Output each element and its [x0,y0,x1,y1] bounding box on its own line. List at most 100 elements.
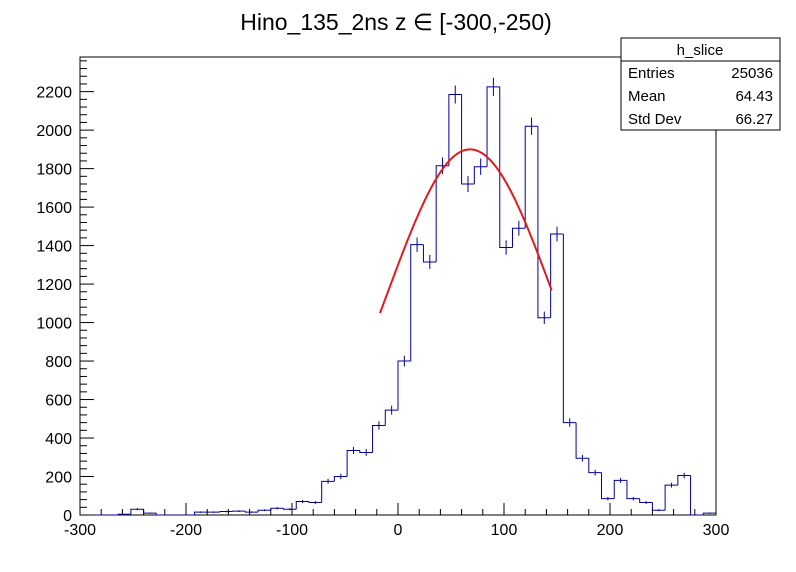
y-tick-label: 400 [45,431,72,448]
histogram-bin [473,158,488,185]
y-tick-label: 200 [45,470,72,487]
bin-outline [435,165,449,262]
histogram-bin [690,475,704,516]
histogram-bin [117,513,131,515]
bin-outline [333,476,348,482]
histogram-bin [664,482,678,511]
stats-entries-value: 25036 [731,65,773,82]
histogram-bin [130,508,144,515]
histogram-bin [270,507,284,511]
histogram-bin [359,448,373,456]
histogram-bin [651,502,666,512]
histogram-bin [422,244,437,269]
bin-outline [372,425,386,453]
bin-outline [295,501,309,510]
histogram-bin [601,472,615,501]
x-tick-label: 300 [703,522,730,539]
bin-outline [193,511,208,515]
bin-outline [448,94,462,166]
y-tick-label: 1800 [36,162,72,179]
histogram-bin [550,226,564,318]
histogram-bin [613,477,627,499]
y-tick-label: 1200 [36,277,72,294]
histogram-bin [384,405,398,426]
bin-outline [308,501,322,503]
histogram-bin [461,94,475,192]
fit-curve-group [379,148,553,314]
bin-outline [702,512,716,515]
y-tick-label: 600 [45,393,72,410]
bin-outline [397,360,411,411]
bin-outline [690,475,704,516]
histogram-bin [333,473,348,482]
x-tick-label: 0 [394,522,403,539]
stats-box: h_slice Entries 25036 Mean 64.43 Std Dev… [620,37,781,131]
histogram-bin [410,237,424,362]
histogram-bin [639,498,653,505]
bin-outline [524,125,538,229]
histogram-bin [372,421,386,453]
bin-outline [562,234,577,424]
histogram-bin [257,509,271,513]
histogram-bin [448,85,462,166]
x-tick-label: 100 [491,522,518,539]
histogram-bin [308,500,322,505]
histogram-bin [283,508,297,511]
y-tick-label: 1000 [36,316,72,333]
bin-outline [537,126,551,319]
bin-outline [550,233,564,318]
bin-outline [410,244,424,362]
histogram-bin [562,234,577,427]
x-axis: -300 -200 -100 0 100 200 300 [64,503,729,539]
bin-outline [613,479,627,499]
bin-outline [130,508,144,515]
histogram-bin [626,480,640,501]
histogram-bin [321,478,335,503]
bin-outline [511,227,526,248]
bin-outline [257,509,271,513]
histogram-bin [677,472,691,486]
stats-stddev-label: Std Dev [628,111,682,128]
stats-mean-value: 64.43 [735,88,773,105]
fit-curve [379,148,553,314]
bin-outline [601,472,615,500]
bin-outline [384,409,398,426]
bin-outline [422,244,437,263]
y-tick-label: 0 [63,508,72,525]
bin-outline [626,480,640,500]
histogram-bins [80,77,717,516]
bin-outline [473,166,488,185]
bin-outline [575,422,589,459]
histogram-bin [346,447,360,477]
bin-outline [588,458,602,474]
bin-outline [664,484,678,511]
histogram-bin [207,511,220,513]
x-tick-label: -200 [170,522,202,539]
x-tick-label: -300 [64,522,96,539]
bin-outline [461,94,475,185]
histogram-bin [155,513,170,516]
stats-entries-label: Entries [628,65,675,82]
bin-outline [651,502,666,511]
x-tick-label: 200 [597,522,624,539]
histogram-bin [435,157,449,262]
bin-outline [244,511,259,513]
y-tick-label: 800 [45,354,72,371]
histogram-bin [524,117,538,229]
bin-outline [321,480,335,503]
histogram-bin [499,86,513,255]
histogram-bin [588,458,602,476]
histogram-bin [143,509,157,514]
bin-outline [639,498,653,503]
bin-outline [486,86,500,167]
histogram-bin [486,77,500,167]
histogram-bin [295,499,309,510]
stats-mean-label: Mean [628,88,666,105]
histogram-bin [575,422,589,462]
x-tick-label: -100 [276,522,308,539]
stats-stddev-value: 66.27 [735,111,773,128]
histogram-bin [219,510,233,513]
y-tick-label: 2000 [36,123,72,140]
bin-outline [155,513,170,516]
